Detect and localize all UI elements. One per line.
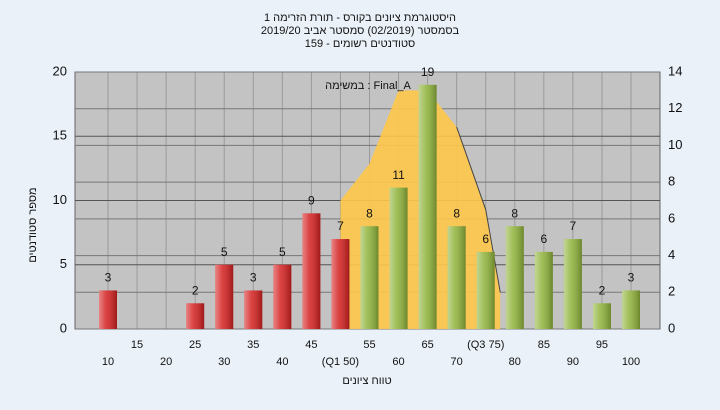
- x-tick-label: 10: [102, 356, 114, 368]
- title-line: סטודנטים רשומים - 159: [305, 38, 416, 50]
- bar-shade: [186, 303, 205, 329]
- y-axis-label: מספר סטודנטים: [27, 187, 39, 262]
- bar-shade: [476, 251, 495, 329]
- value-label: 7: [570, 219, 577, 233]
- value-label: 2: [599, 283, 606, 297]
- value-label: 5: [279, 245, 286, 259]
- bar-shade: [447, 226, 466, 329]
- bar-shade: [302, 213, 321, 329]
- value-label: 9: [308, 194, 315, 208]
- y2-tick-label: 6: [668, 210, 675, 225]
- y2-tick-label: 8: [668, 174, 675, 189]
- y2-tick-label: 2: [668, 284, 675, 299]
- x-tick-label: 20: [160, 356, 172, 368]
- x-axis-label: טווח ציונים: [342, 375, 391, 387]
- x-tick-label: 30: [218, 356, 230, 368]
- value-label: 8: [366, 206, 373, 220]
- title-line: בסמסטר (02/2019) סמסטר אביב 2019/20: [261, 25, 460, 37]
- y2-tick-label: 12: [668, 100, 682, 115]
- bar-shade: [418, 84, 437, 329]
- y-tick-label: 0: [60, 320, 67, 335]
- x-tick-label: 55: [363, 339, 375, 351]
- value-label: 3: [628, 271, 635, 285]
- x-tick-label: 35: [247, 339, 259, 351]
- bar-shade: [592, 303, 611, 329]
- x-tick-label: 95: [596, 339, 608, 351]
- x-tick-label: 90: [567, 356, 579, 368]
- bar-shade: [389, 187, 408, 329]
- value-label: 7: [337, 219, 344, 233]
- y2-tick-label: 0: [668, 320, 675, 335]
- y-tick-label: 5: [60, 256, 67, 271]
- value-label: 19: [421, 65, 435, 79]
- value-label: 8: [511, 206, 518, 220]
- y-tick-label: 20: [53, 63, 67, 78]
- x-tick-label: 80: [509, 356, 521, 368]
- value-label: 3: [250, 271, 257, 285]
- x-tick-label: 100: [622, 356, 640, 368]
- value-label: 11: [392, 168, 405, 182]
- value-label: 2: [192, 283, 199, 297]
- value-label: 6: [540, 232, 547, 246]
- x-tick-label: 15: [131, 339, 143, 351]
- bar-shade: [563, 239, 582, 329]
- value-label: 3: [105, 271, 112, 285]
- y2-tick-label: 4: [668, 247, 675, 262]
- bar-shade: [360, 226, 379, 329]
- annotation: במשימה : Final_A: [325, 80, 411, 92]
- x-tick-label: 65: [421, 339, 433, 351]
- bar-shade: [331, 239, 350, 329]
- y2-tick-label: 14: [668, 63, 682, 78]
- bar-shade: [215, 264, 234, 329]
- y2-tick-label: 10: [668, 137, 682, 152]
- x-tick-label: (Q1 50): [322, 356, 359, 368]
- value-label: 8: [453, 206, 460, 220]
- y-tick-label: 10: [53, 192, 67, 207]
- bar-shade: [244, 290, 263, 329]
- value-label: 5: [221, 245, 228, 259]
- area-edge: [456, 126, 501, 293]
- x-tick-label: 25: [189, 339, 201, 351]
- y-tick-label: 15: [53, 128, 67, 143]
- bar-shade: [273, 264, 292, 329]
- x-tick-label: 40: [276, 356, 288, 368]
- value-label: 6: [482, 232, 489, 246]
- x-tick-label: 70: [451, 356, 463, 368]
- bar-shade: [622, 290, 640, 329]
- bar-shade: [534, 251, 553, 329]
- x-tick-label: 85: [538, 339, 550, 351]
- title-line: היסטוגרמת ציונים בקורס - תורת הזרימה 1: [264, 12, 456, 24]
- bar-shade: [505, 226, 524, 329]
- x-tick-label: 60: [392, 356, 404, 368]
- x-tick-label: 45: [305, 339, 317, 351]
- x-tick-label: (Q3 75): [467, 339, 504, 351]
- bar-shade: [99, 290, 117, 329]
